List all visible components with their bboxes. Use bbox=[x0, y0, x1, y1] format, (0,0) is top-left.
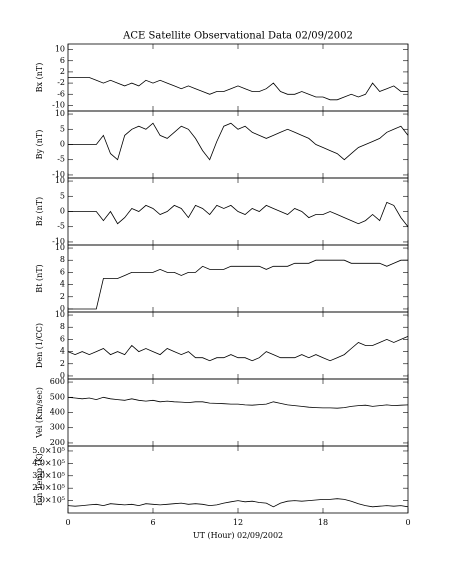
y-axis-label: Ion Temp (K) bbox=[35, 453, 44, 506]
y-tick-label: 0 bbox=[60, 371, 65, 380]
y-tick-label: 400 bbox=[50, 408, 65, 417]
data-line bbox=[67, 336, 409, 362]
y-tick-label: 6 bbox=[60, 267, 65, 276]
x-tick-label: 0 bbox=[405, 518, 410, 527]
y-tick-label: 4 bbox=[60, 347, 65, 356]
y-tick-label: 10 bbox=[55, 176, 65, 185]
y-tick-label: 200 bbox=[50, 438, 65, 447]
y-tick-label: -10 bbox=[52, 100, 65, 109]
y-tick-label: 0 bbox=[60, 140, 65, 149]
y-tick-label: 500 bbox=[50, 392, 65, 401]
panel-frame bbox=[67, 378, 409, 447]
x-tick-label: 18 bbox=[318, 518, 328, 527]
data-line bbox=[67, 498, 409, 508]
y-tick-label: 4 bbox=[60, 280, 65, 289]
y-tick-label: 2 bbox=[60, 359, 65, 368]
panel-frame bbox=[67, 110, 409, 179]
y-tick-label: 0 bbox=[60, 207, 65, 216]
y-axis-label: Bt (nT) bbox=[35, 264, 44, 292]
y-axis-label: Bx (nT) bbox=[35, 63, 44, 93]
y-tick-label: 2.0×10⁵ bbox=[32, 483, 65, 492]
data-line bbox=[68, 259, 408, 310]
y-tick-label: 10 bbox=[55, 243, 65, 252]
data-line bbox=[68, 122, 409, 161]
y-tick-label: 6 bbox=[60, 334, 65, 343]
y-tick-label: -5 bbox=[57, 222, 65, 231]
y-tick-label: 10 bbox=[55, 45, 65, 54]
y-tick-label: 10 bbox=[55, 109, 65, 118]
x-tick-label: 6 bbox=[150, 518, 155, 527]
data-line bbox=[67, 396, 409, 409]
panel-frame bbox=[67, 43, 409, 112]
data-line bbox=[68, 77, 408, 101]
x-axis-label: UT (Hour) 02/09/2002 bbox=[193, 531, 283, 540]
y-tick-label: 1.0×10⁵ bbox=[32, 496, 65, 505]
y-axis-label: Bz (nT) bbox=[35, 197, 44, 226]
y-tick-label: 0 bbox=[60, 304, 65, 313]
y-tick-label: -10 bbox=[52, 170, 65, 179]
y-tick-label: 5 bbox=[60, 124, 65, 133]
chart-title: ACE Satellite Observational Data 02/09/2… bbox=[122, 31, 353, 42]
y-tick-label: 10 bbox=[55, 310, 65, 319]
y-tick-label: 2 bbox=[60, 292, 65, 301]
y-axis-label: By (nT) bbox=[35, 130, 44, 160]
y-tick-label: 3.0×10⁵ bbox=[32, 471, 65, 480]
y-tick-label: -2 bbox=[57, 78, 65, 87]
y-tick-label: 8 bbox=[60, 322, 65, 331]
y-tick-label: -10 bbox=[52, 237, 65, 246]
panel-frame bbox=[67, 244, 409, 313]
y-tick-label: 8 bbox=[60, 255, 65, 264]
y-tick-label: -5 bbox=[57, 155, 65, 164]
data-line bbox=[68, 201, 409, 227]
y-tick-label: -6 bbox=[57, 89, 65, 98]
y-tick-label: 600 bbox=[50, 377, 65, 386]
y-axis-label: Den (1/CC) bbox=[35, 323, 44, 368]
y-tick-label: 6 bbox=[60, 56, 65, 65]
panel-frame bbox=[67, 311, 409, 380]
y-axis-label: Vel (Km/sec) bbox=[35, 387, 44, 439]
y-tick-label: 5 bbox=[60, 191, 65, 200]
y-tick-label: 5.0×10⁵ bbox=[32, 446, 65, 455]
x-tick-label: 0 bbox=[65, 518, 70, 527]
y-tick-label: 2 bbox=[60, 67, 65, 76]
y-tick-label: 4.0×10⁵ bbox=[32, 458, 65, 467]
y-tick-label: 300 bbox=[50, 423, 65, 432]
x-tick-label: 12 bbox=[233, 518, 243, 527]
